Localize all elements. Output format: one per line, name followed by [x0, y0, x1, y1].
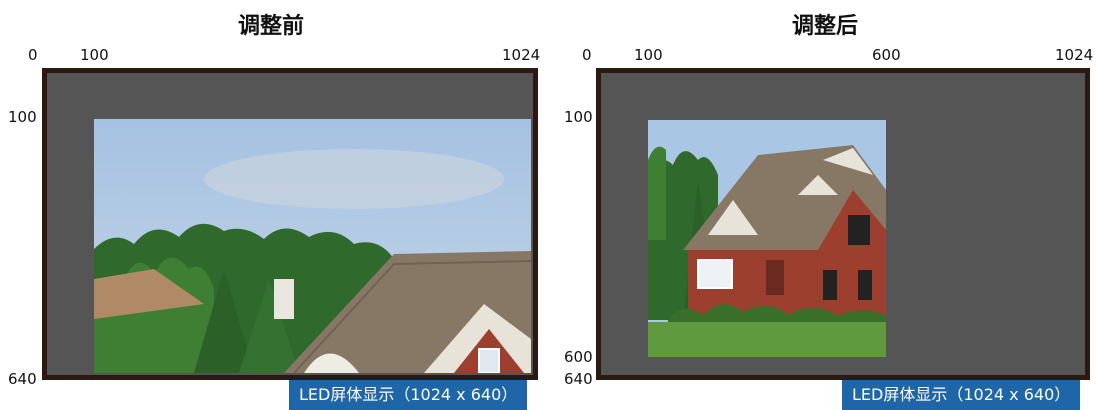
house-photo-illustration — [648, 120, 886, 357]
y-tick-100: 100 — [564, 108, 593, 126]
y-tick-640: 640 — [8, 370, 37, 388]
panel-title: 调整前 — [238, 14, 305, 39]
x-tick-1024: 1024 — [1055, 46, 1094, 64]
panel-before: 调整前 0 100 1024 100 640 — [0, 0, 548, 410]
y-tick-600: 600 — [564, 348, 593, 366]
panel-title: 调整后 — [792, 14, 859, 39]
x-tick-0: 0 — [28, 46, 38, 64]
x-tick-0: 0 — [582, 46, 592, 64]
led-display-caption: LED屏体显示（1024 x 640） — [289, 380, 528, 410]
x-tick-100: 100 — [80, 46, 109, 64]
house-photo-scaled — [648, 120, 886, 357]
house-photo-illustration — [94, 119, 531, 373]
y-tick-100: 100 — [8, 108, 37, 126]
x-tick-1024: 1024 — [502, 46, 541, 64]
house-photo-cropped — [94, 119, 531, 373]
x-tick-100: 100 — [634, 46, 663, 64]
panel-after: 调整后 0 100 600 1024 100 600 640 — [548, 0, 1096, 410]
led-display-caption: LED屏体显示（1024 x 640） — [842, 380, 1081, 410]
y-tick-640: 640 — [564, 370, 593, 388]
x-tick-600: 600 — [872, 46, 901, 64]
